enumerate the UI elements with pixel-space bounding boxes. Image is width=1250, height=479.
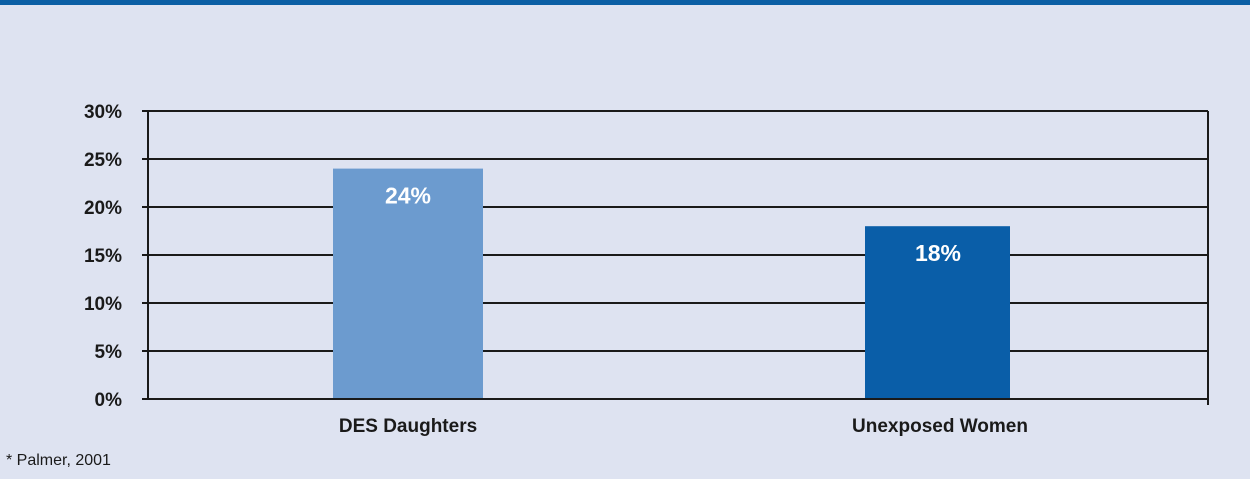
- y-tick-label: 5%: [95, 342, 123, 363]
- y-tick-label: 0%: [95, 390, 123, 411]
- bar-value-label: 18%: [915, 240, 961, 266]
- labels: 0% 5% 10% 15% 20% 25% 30% 24% DES Daughters 18% Un…: [84, 102, 1028, 437]
- bar-des-daughters: [333, 168, 483, 399]
- y-tick-label: 10%: [84, 294, 122, 315]
- axes: [142, 110, 1209, 405]
- y-tick-label: 30%: [84, 102, 122, 123]
- y-tick-label: 20%: [84, 198, 122, 219]
- bar-unexposed-women: [865, 226, 1010, 399]
- x-category-label: Unexposed Women: [852, 416, 1028, 437]
- y-tick-label: 25%: [84, 150, 122, 171]
- gridlines: [148, 110, 1208, 352]
- bar-value-label: 24%: [385, 183, 431, 209]
- bars: [333, 168, 1010, 399]
- top-rule: [0, 0, 1250, 5]
- x-category-label: DES Daughters: [339, 416, 477, 437]
- y-tick-label: 15%: [84, 246, 122, 267]
- footnote: * Palmer, 2001: [6, 452, 111, 469]
